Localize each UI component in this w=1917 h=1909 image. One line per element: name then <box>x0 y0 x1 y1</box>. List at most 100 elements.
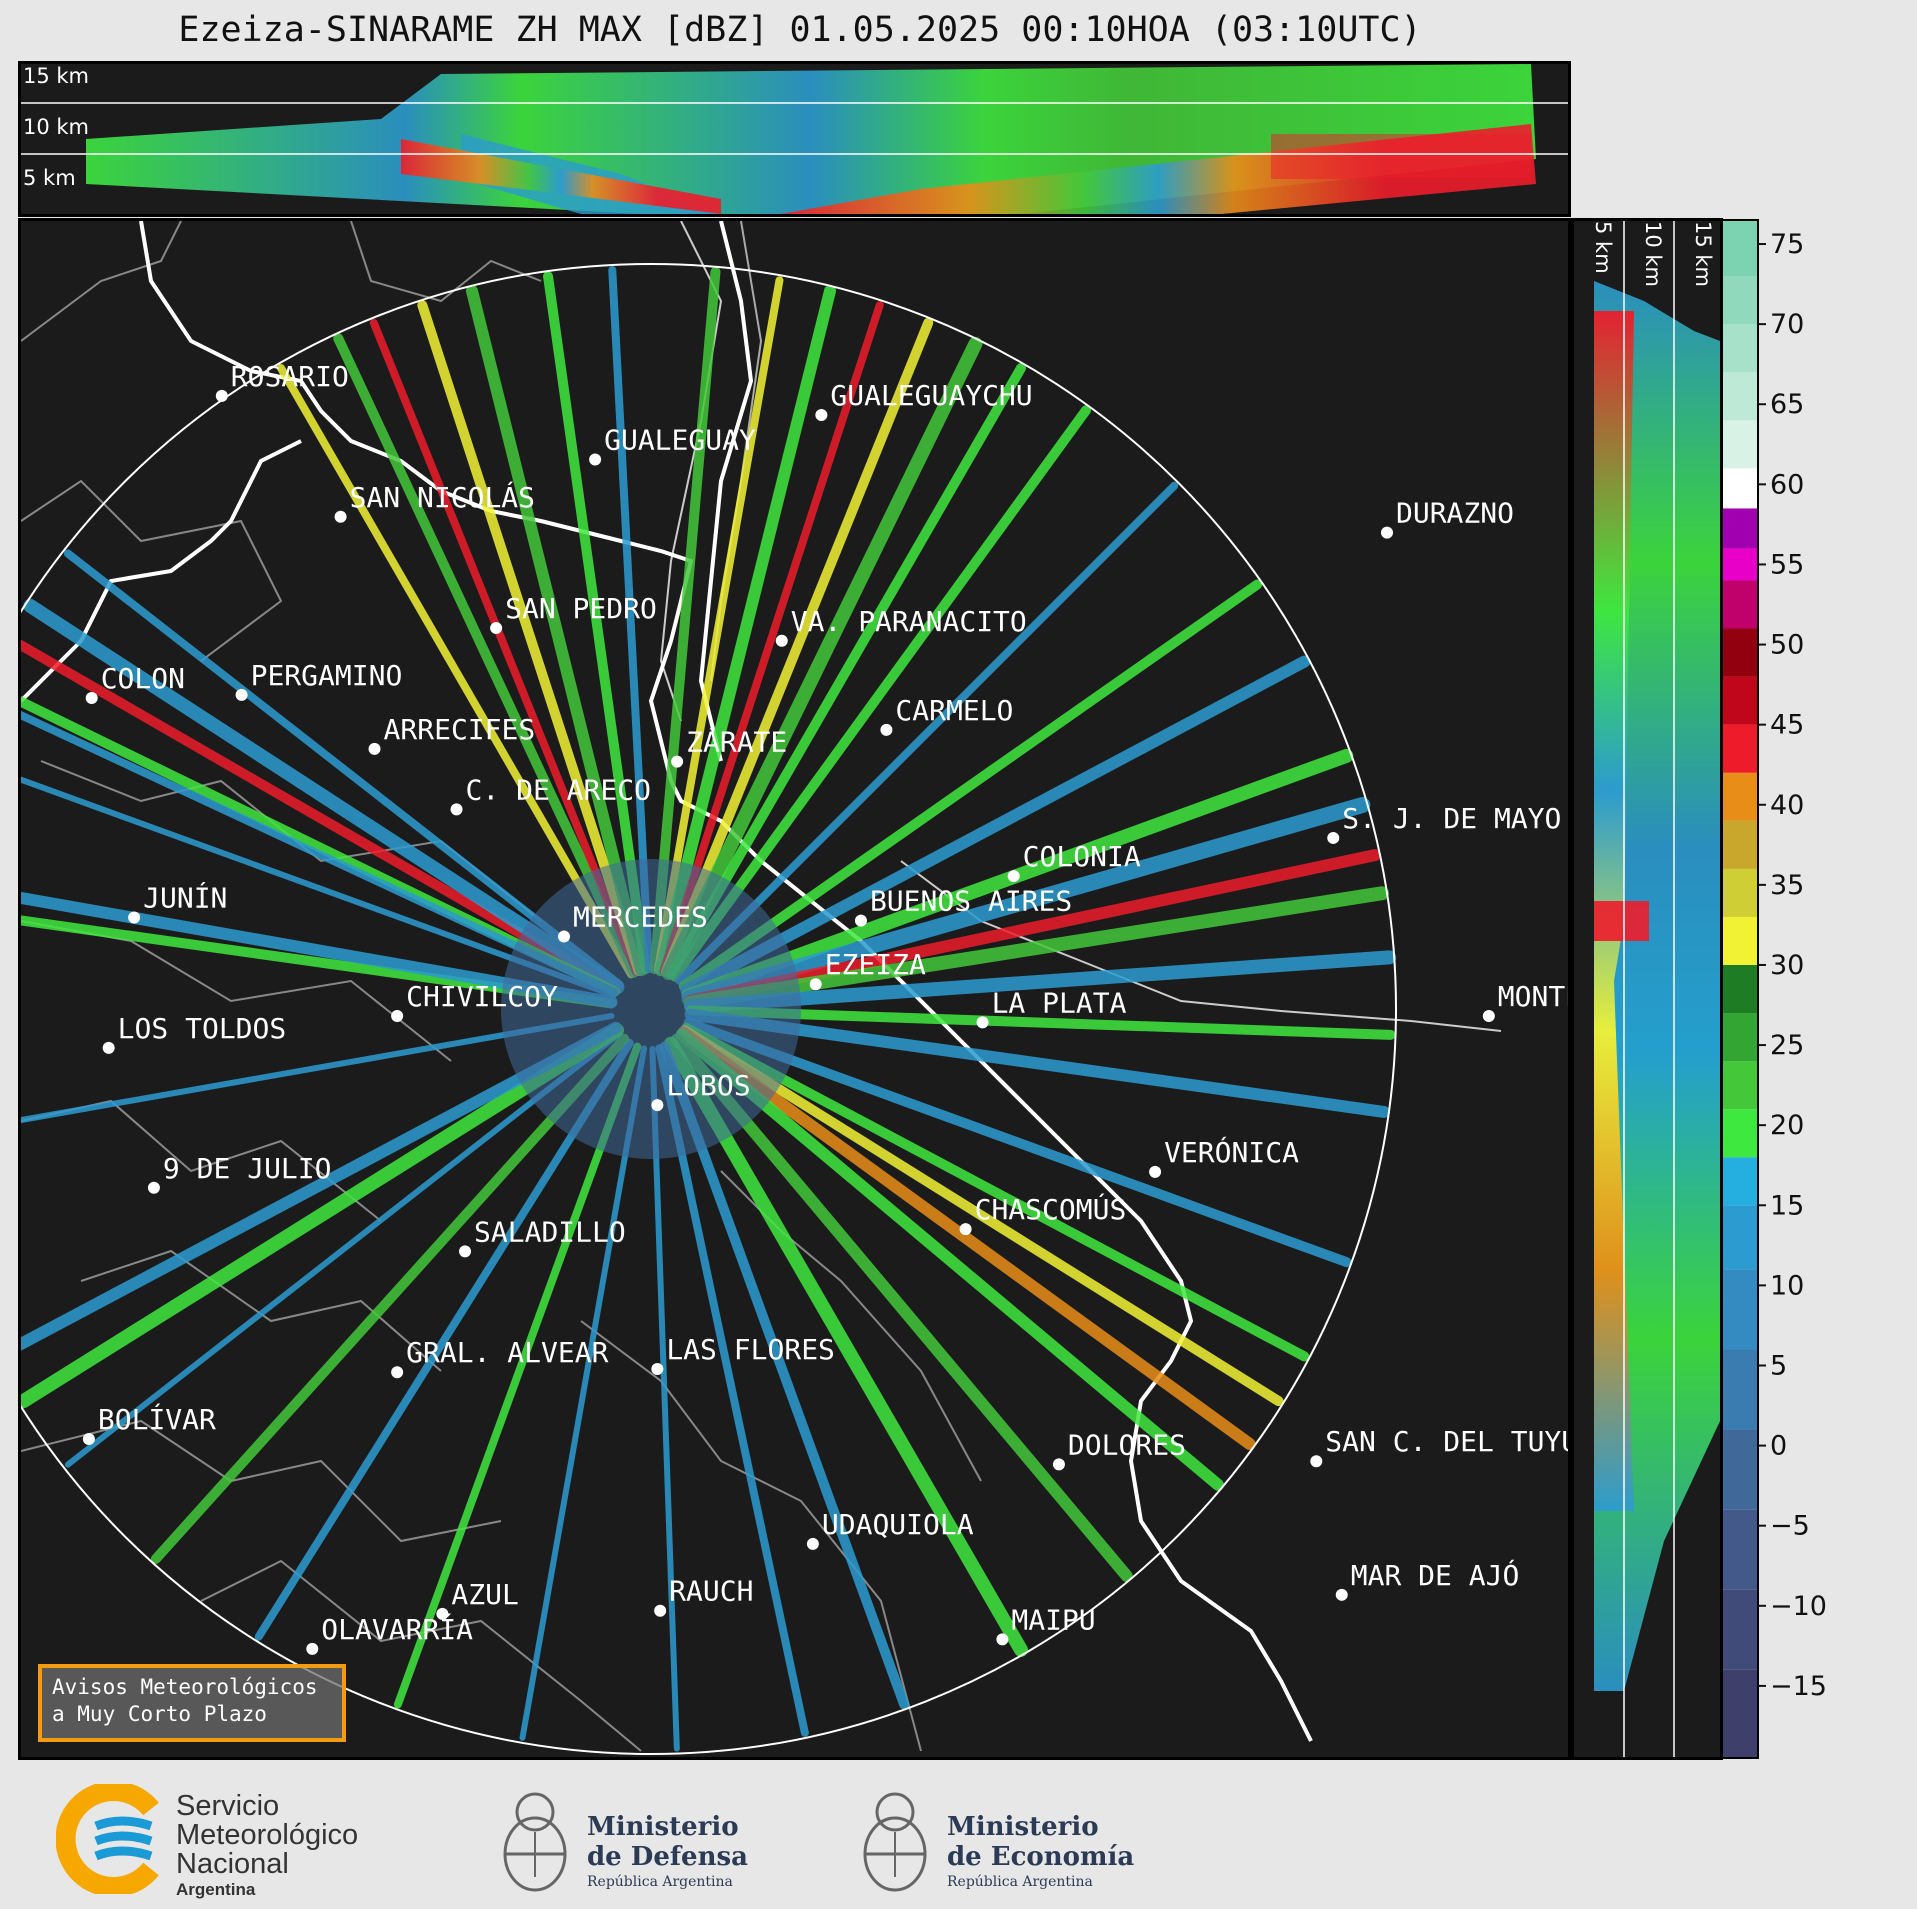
radar-map-svg: ROSARIO GUALEGUAYCHU GUALEGUAY SAN NICOLÁS D… <box>21 221 1568 1755</box>
city-marker <box>1052 1458 1065 1471</box>
radar-ray <box>669 405 1091 982</box>
colorbar-block <box>1722 1109 1758 1158</box>
city-label: 9 DE JULIO <box>163 1152 332 1185</box>
economia-line-2: de Economía <box>947 1842 1135 1872</box>
radar-ray <box>659 301 884 975</box>
colorbar-block <box>1722 468 1758 509</box>
colorbar-tick-label: −10 <box>1770 1591 1827 1622</box>
radar-ray <box>519 1045 648 1741</box>
city-marker <box>809 978 822 991</box>
top-cross-section-panel: 15 km 10 km 5 km <box>18 61 1571 217</box>
radar-ray <box>543 271 651 975</box>
coastline <box>21 221 1313 1742</box>
radar-echo-rays <box>21 266 1397 1752</box>
city-label: GUALEGUAYCHU <box>830 379 1032 412</box>
defensa-line-2: de Defensa <box>587 1842 748 1872</box>
radar-ray <box>683 1017 1352 1268</box>
city-marker <box>85 692 98 705</box>
radar-ray <box>23 598 625 995</box>
city-label: CHASCOMÚS <box>975 1192 1127 1226</box>
city-label: SAN C. DEL TUYÚ <box>1325 1424 1568 1458</box>
ministerio-defensa-logo: Ministerio de Defensa República Argentin… <box>495 1782 748 1897</box>
city-label: CARMELO <box>895 694 1013 727</box>
city-label: DOLORES <box>1068 1428 1186 1461</box>
colorbar-tick-label: 75 <box>1770 229 1804 260</box>
city-marker <box>651 1099 664 1112</box>
colorbar-tick-label: 25 <box>1770 1030 1804 1061</box>
city-marker <box>102 1041 115 1054</box>
radar-ray <box>675 1028 1224 1491</box>
city-label: MAR DE AJÓ <box>1351 1558 1520 1592</box>
colorbar-block <box>1722 1157 1758 1206</box>
radar-ray <box>64 1030 623 1468</box>
colorbar-tick-label: 20 <box>1770 1110 1804 1141</box>
city-label: ZÁRATE <box>686 725 787 759</box>
city-label: LAS FLORES <box>666 1333 835 1366</box>
city-label: S. J. DE MAYO <box>1342 802 1561 835</box>
city-marker <box>880 723 893 736</box>
colorbar-block <box>1722 220 1758 277</box>
radar-ray <box>277 364 635 979</box>
colorbar-block <box>1722 820 1758 869</box>
city-label: SAN PEDRO <box>505 592 657 625</box>
radar-ray <box>681 1022 1310 1362</box>
radar-ray <box>685 1005 1396 1040</box>
colorbar-block <box>1722 580 1758 629</box>
colorbar-block <box>1722 508 1758 549</box>
radar-ray <box>670 1033 1133 1582</box>
colorbar-block <box>1722 724 1758 773</box>
city-marker <box>651 1363 664 1376</box>
colorbar-tick-label: 30 <box>1770 950 1804 981</box>
city-label: COLON <box>101 662 185 695</box>
radar-ray <box>678 579 1263 992</box>
city-label: PERGAMINO <box>251 659 403 692</box>
radar-ray <box>666 363 1026 980</box>
economia-line-1: Ministerio <box>947 1812 1099 1842</box>
radar-ray <box>654 284 837 977</box>
radar-ray <box>254 1038 634 1641</box>
radar-ray <box>21 776 617 999</box>
economia-sub: República Argentina <box>947 1874 1093 1890</box>
ground-clutter-area <box>501 859 801 1159</box>
colorbar-tick-label: 65 <box>1770 389 1804 420</box>
city-label: VA. PARANACITO <box>791 605 1027 638</box>
colorbar-tick-label: 10 <box>1770 1270 1804 1301</box>
colorbar-tick-label: 35 <box>1770 870 1804 901</box>
smn-line-2: Meteorológico <box>176 1819 359 1851</box>
radar-ray <box>683 950 1397 1014</box>
smn-emblem-icon <box>56 1784 159 1894</box>
colorbar-block <box>1722 628 1758 677</box>
radar-ray <box>608 266 653 974</box>
city-marker <box>1310 1455 1323 1468</box>
radar-ray <box>659 1041 910 1710</box>
city-marker <box>436 1607 449 1620</box>
city-marker <box>459 1245 472 1258</box>
city-label: VERÓNICA <box>1164 1135 1299 1169</box>
radar-ray <box>369 318 641 976</box>
city-marker <box>490 622 503 635</box>
city-label: LOBOS <box>666 1069 750 1102</box>
height-label-10km: 10 km <box>23 115 89 139</box>
city-label: CHIVILCOY <box>406 980 558 1013</box>
city-marker <box>815 408 828 421</box>
colorbar-block <box>1722 1509 1758 1590</box>
city-label: MONTEVIDEO <box>1498 980 1568 1013</box>
city-label: LA PLATA <box>992 986 1127 1019</box>
colorbar-block <box>1722 1061 1758 1110</box>
city-marker <box>306 1642 319 1655</box>
city-marker <box>959 1223 972 1236</box>
colorbar-block <box>1722 324 1758 373</box>
colorbar-block <box>1722 772 1758 821</box>
right-height-label-5km: 5 km <box>1591 221 1615 274</box>
city-label: OLAVARRÍA <box>321 1612 473 1646</box>
colorbar-tick-label: 5 <box>1770 1350 1787 1381</box>
city-marker <box>334 510 347 523</box>
city-label: LOS TOLDOS <box>118 1012 287 1045</box>
city-marker <box>976 1016 989 1029</box>
city-label: MERCEDES <box>573 901 708 934</box>
right-height-label-10km: 10 km <box>1641 221 1665 287</box>
height-label-15km: 15 km <box>23 64 89 88</box>
notice-line-1: Avisos Meteorológicos <box>52 1675 318 1699</box>
nowcasting-notice-box[interactable]: Avisos Meteorológicos a Muy Corto Plazo <box>38 1664 346 1742</box>
footer-logos: Servicio Meteorológico Nacional Argentin… <box>0 1770 1917 1909</box>
